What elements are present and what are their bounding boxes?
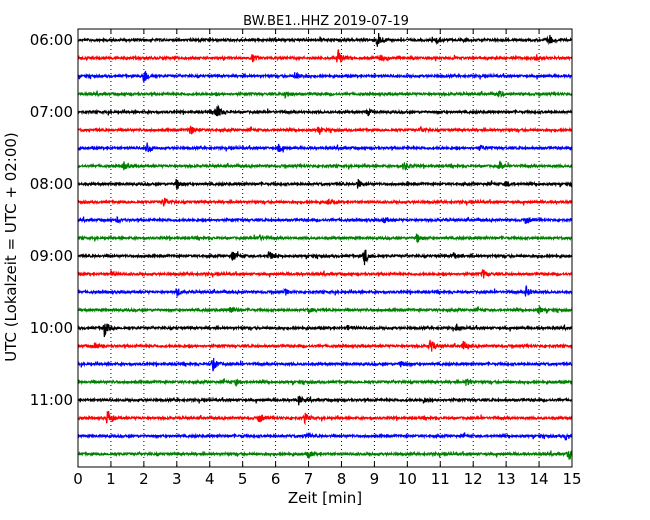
x-tick-label: 11 bbox=[431, 470, 450, 488]
x-tick-label: 5 bbox=[238, 470, 248, 488]
trace-1130 bbox=[77, 431, 573, 441]
trace-0745 bbox=[77, 160, 573, 171]
x-tick-label: 2 bbox=[139, 470, 149, 488]
x-tick-label: 12 bbox=[464, 470, 483, 488]
trace-1115 bbox=[77, 410, 573, 426]
x-tick-label: 3 bbox=[172, 470, 182, 488]
x-tick-label: 9 bbox=[370, 470, 380, 488]
x-tick-label: 1 bbox=[106, 470, 116, 488]
trace-0645 bbox=[77, 90, 573, 100]
x-tick-label: 7 bbox=[304, 470, 314, 488]
y-tick-label: 07:00 bbox=[30, 103, 73, 121]
trace-0630 bbox=[77, 70, 573, 83]
trace-0730 bbox=[77, 142, 573, 153]
trace-0700 bbox=[77, 104, 573, 117]
y-tick-label: 06:00 bbox=[30, 31, 73, 49]
trace-1100 bbox=[77, 395, 573, 406]
x-axis: 0 1 2 3 4 5 6 7 8 9 10 11 12 13 14 15 bbox=[73, 29, 582, 488]
plot-frame bbox=[77, 28, 573, 468]
trace-0615 bbox=[77, 49, 573, 63]
trace-0715 bbox=[77, 125, 573, 135]
trace-1015 bbox=[77, 339, 573, 352]
x-tick-label: 8 bbox=[337, 470, 347, 488]
trace-1000 bbox=[77, 323, 573, 338]
y-axis-label: UTC (Lokalzeit = UTC + 02:00) bbox=[2, 132, 20, 362]
trace-0900 bbox=[77, 249, 573, 266]
x-tick-label: 4 bbox=[205, 470, 215, 488]
trace-0600 bbox=[77, 33, 573, 47]
x-tick-label: 13 bbox=[497, 470, 516, 488]
y-axis: 06:00 07:00 08:00 09:00 10:00 11:00 bbox=[30, 31, 572, 409]
x-tick-label: 6 bbox=[271, 470, 281, 488]
trace-0830 bbox=[77, 215, 573, 225]
trace-1145 bbox=[77, 450, 573, 460]
trace-0800 bbox=[77, 178, 573, 191]
trace-0930 bbox=[77, 284, 573, 297]
x-tick-label: 0 bbox=[73, 470, 83, 488]
x-tick-label: 10 bbox=[398, 470, 417, 488]
chart-title: BW.BE1..HHZ 2019-07-19 bbox=[243, 14, 409, 29]
trace-0815 bbox=[77, 197, 573, 207]
trace-1045 bbox=[77, 378, 573, 388]
trace-0845 bbox=[77, 233, 573, 244]
y-tick-label: 09:00 bbox=[30, 247, 73, 265]
x-axis-label: Zeit [min] bbox=[288, 489, 362, 507]
trace-0945 bbox=[77, 305, 573, 316]
y-tick-label: 08:00 bbox=[30, 175, 73, 193]
y-tick-label: 10:00 bbox=[30, 319, 73, 337]
x-tick-label: 14 bbox=[530, 470, 549, 488]
trace-1030 bbox=[77, 358, 573, 372]
traces bbox=[77, 33, 573, 460]
y-tick-label: 11:00 bbox=[30, 391, 73, 409]
trace-0915 bbox=[77, 269, 573, 279]
x-tick-label: 15 bbox=[562, 470, 581, 488]
